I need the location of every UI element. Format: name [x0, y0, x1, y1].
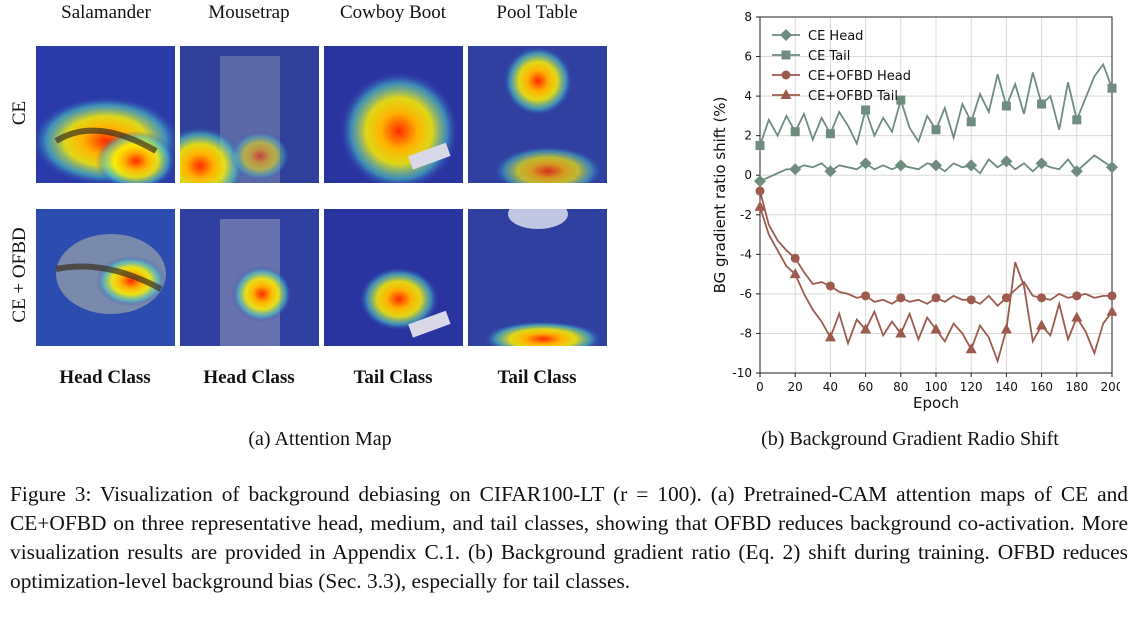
- data-point: [1000, 155, 1013, 168]
- attention-map-ce-cowboy-boot: [324, 46, 463, 183]
- data-point: [790, 127, 800, 137]
- x-tick-label: 40: [823, 380, 838, 394]
- subcaption-b: (b) Background Gradient Radio Shift: [761, 428, 1059, 450]
- figure-caption: Figure 3: Visualization of background de…: [10, 482, 1128, 593]
- row-label-ce: CE: [9, 100, 30, 126]
- y-axis-label: BG gradient ratio shift (%): [711, 97, 729, 294]
- data-point: [930, 323, 942, 334]
- x-tick-label: 60: [858, 380, 873, 394]
- data-point: [965, 343, 977, 354]
- data-point: [896, 293, 906, 303]
- data-point: [1070, 165, 1083, 178]
- data-point: [1035, 157, 1048, 170]
- attention-map-ce-pool-table: [468, 46, 607, 183]
- data-point: [966, 295, 976, 305]
- y-tick-label: 2: [744, 129, 752, 143]
- y-tick-label: 8: [744, 10, 752, 24]
- data-point: [1036, 319, 1048, 330]
- x-axis-label: Epoch: [913, 394, 959, 412]
- data-point: [825, 129, 835, 139]
- data-point: [1037, 99, 1047, 109]
- data-point: [824, 331, 836, 342]
- data-point: [790, 253, 800, 263]
- data-point: [965, 159, 978, 172]
- x-tick-label: 120: [960, 380, 983, 394]
- attention-map-ofbd-cowboy-boot: [324, 209, 463, 346]
- data-point: [1072, 291, 1082, 301]
- data-point: [755, 186, 765, 196]
- legend-label: CE Tail: [808, 49, 850, 64]
- data-point: [1072, 115, 1082, 125]
- data-point: [931, 125, 941, 135]
- data-point: [859, 157, 872, 170]
- data-point: [1106, 161, 1118, 174]
- data-point: [755, 141, 765, 151]
- data-point: [789, 163, 802, 176]
- class-label-cowboy-boot: Tail Class: [353, 367, 433, 388]
- y-tick-label: -4: [740, 247, 752, 261]
- data-point: [896, 95, 906, 105]
- data-point: [966, 117, 976, 127]
- data-point: [860, 323, 872, 334]
- x-tick-label: 0: [756, 380, 764, 394]
- data-point: [1000, 323, 1012, 334]
- data-point: [1107, 83, 1117, 93]
- legend-marker: [780, 89, 792, 99]
- legend-label: CE+OFBD Tail: [808, 89, 898, 104]
- legend-marker: [780, 29, 792, 41]
- y-tick-label: 6: [744, 50, 752, 64]
- column-title-mousetrap: Mousetrap: [208, 2, 290, 23]
- data-point: [930, 159, 942, 172]
- data-point: [824, 165, 837, 178]
- y-tick-label: -10: [732, 366, 752, 380]
- data-point: [1001, 101, 1011, 111]
- data-point: [789, 268, 801, 279]
- column-title-cowboy-boot: Cowboy Boot: [339, 2, 447, 23]
- data-point: [861, 291, 871, 301]
- row-label-ce-ofbd: CE + OFBD: [9, 227, 30, 323]
- column-title-salamander: Salamander: [61, 2, 151, 23]
- data-point: [1001, 293, 1011, 303]
- y-tick-label: 0: [744, 168, 752, 182]
- data-point: [931, 293, 941, 303]
- data-point: [1071, 311, 1083, 322]
- data-point: [754, 200, 766, 211]
- data-point: [1106, 305, 1118, 316]
- data-point: [1107, 291, 1117, 301]
- attention-map-ofbd-pool-table: [468, 209, 607, 346]
- x-tick-label: 80: [893, 380, 908, 394]
- x-tick-label: 160: [1030, 380, 1053, 394]
- attention-map-ofbd-mousetrap: [180, 209, 319, 346]
- x-tick-label: 100: [925, 380, 948, 394]
- subcaption-a: (a) Attention Map: [248, 428, 392, 450]
- class-label-salamander: Head Class: [59, 367, 151, 388]
- class-label-pool-table: Tail Class: [497, 367, 577, 388]
- attention-map-ce-mousetrap: [180, 46, 319, 183]
- legend-marker: [781, 50, 791, 60]
- data-point: [754, 175, 766, 188]
- y-tick-label: -8: [740, 326, 752, 340]
- data-point: [895, 327, 907, 338]
- x-tick-label: 180: [1065, 380, 1088, 394]
- legend-label: CE+OFBD Head: [808, 69, 911, 84]
- data-point: [861, 105, 871, 115]
- data-point: [1037, 293, 1047, 303]
- column-title-pool-table: Pool Table: [496, 2, 578, 23]
- legend-label: CE Head: [808, 29, 863, 44]
- data-point: [825, 281, 835, 291]
- y-tick-label: -6: [740, 287, 752, 301]
- x-tick-label: 140: [995, 380, 1018, 394]
- x-tick-label: 20: [788, 380, 803, 394]
- attention-map-ofbd-salamander: [36, 209, 175, 346]
- legend-marker: [781, 70, 791, 80]
- y-tick-label: -2: [740, 208, 752, 222]
- data-point: [894, 159, 907, 172]
- x-tick-label: 200: [1101, 380, 1120, 394]
- attention-map-ce-salamander: [36, 46, 175, 183]
- class-label-mousetrap: Head Class: [203, 367, 295, 388]
- y-tick-label: 4: [744, 89, 752, 103]
